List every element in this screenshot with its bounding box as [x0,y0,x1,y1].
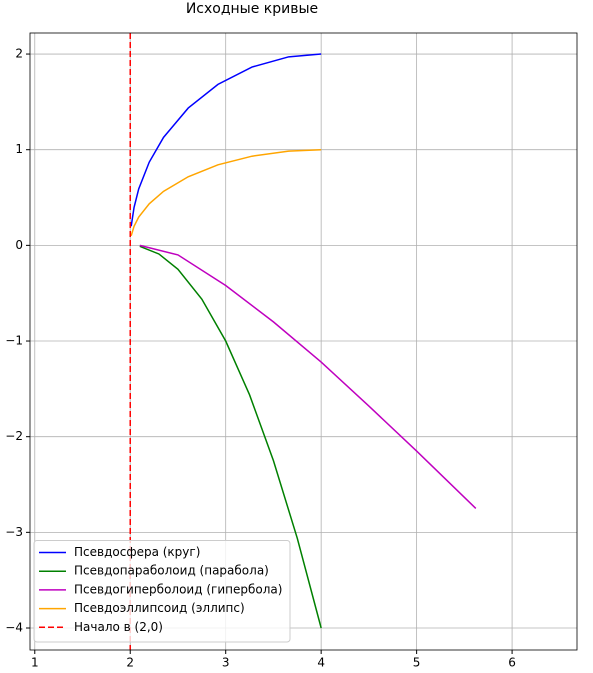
y-tick-label: −4 [5,620,23,634]
x-tick-label: 5 [413,656,421,670]
y-tick-label: 0 [15,238,23,252]
x-tick-label: 1 [31,656,39,670]
legend-label: Псевдосфера (круг) [74,545,200,559]
y-tick-label: −1 [5,334,23,348]
curve [130,148,322,237]
y-tick-label: −2 [5,429,23,443]
curve [139,244,477,509]
y-tick-label: 1 [15,142,23,156]
x-tick-label: 6 [508,656,516,670]
chart-title: Исходные кривые [186,1,318,17]
legend-label: Псевдопараболоид (парабола) [74,564,269,578]
legend-box [33,540,291,643]
x-tick-label: 3 [222,656,230,670]
x-tick-label: 4 [317,656,325,670]
legend-label: Начало в (2,0) [74,620,163,634]
axes-frame [29,32,578,651]
curve [130,53,322,227]
y-tick-label: 2 [15,47,23,61]
curve [139,245,322,629]
legend-label: Псевдогиперболоид (гипербола) [74,582,282,596]
x-tick-label: 2 [126,656,134,670]
legend-label: Псевдоэллипсоид (эллипс) [74,601,245,615]
y-tick-label: −3 [5,525,23,539]
